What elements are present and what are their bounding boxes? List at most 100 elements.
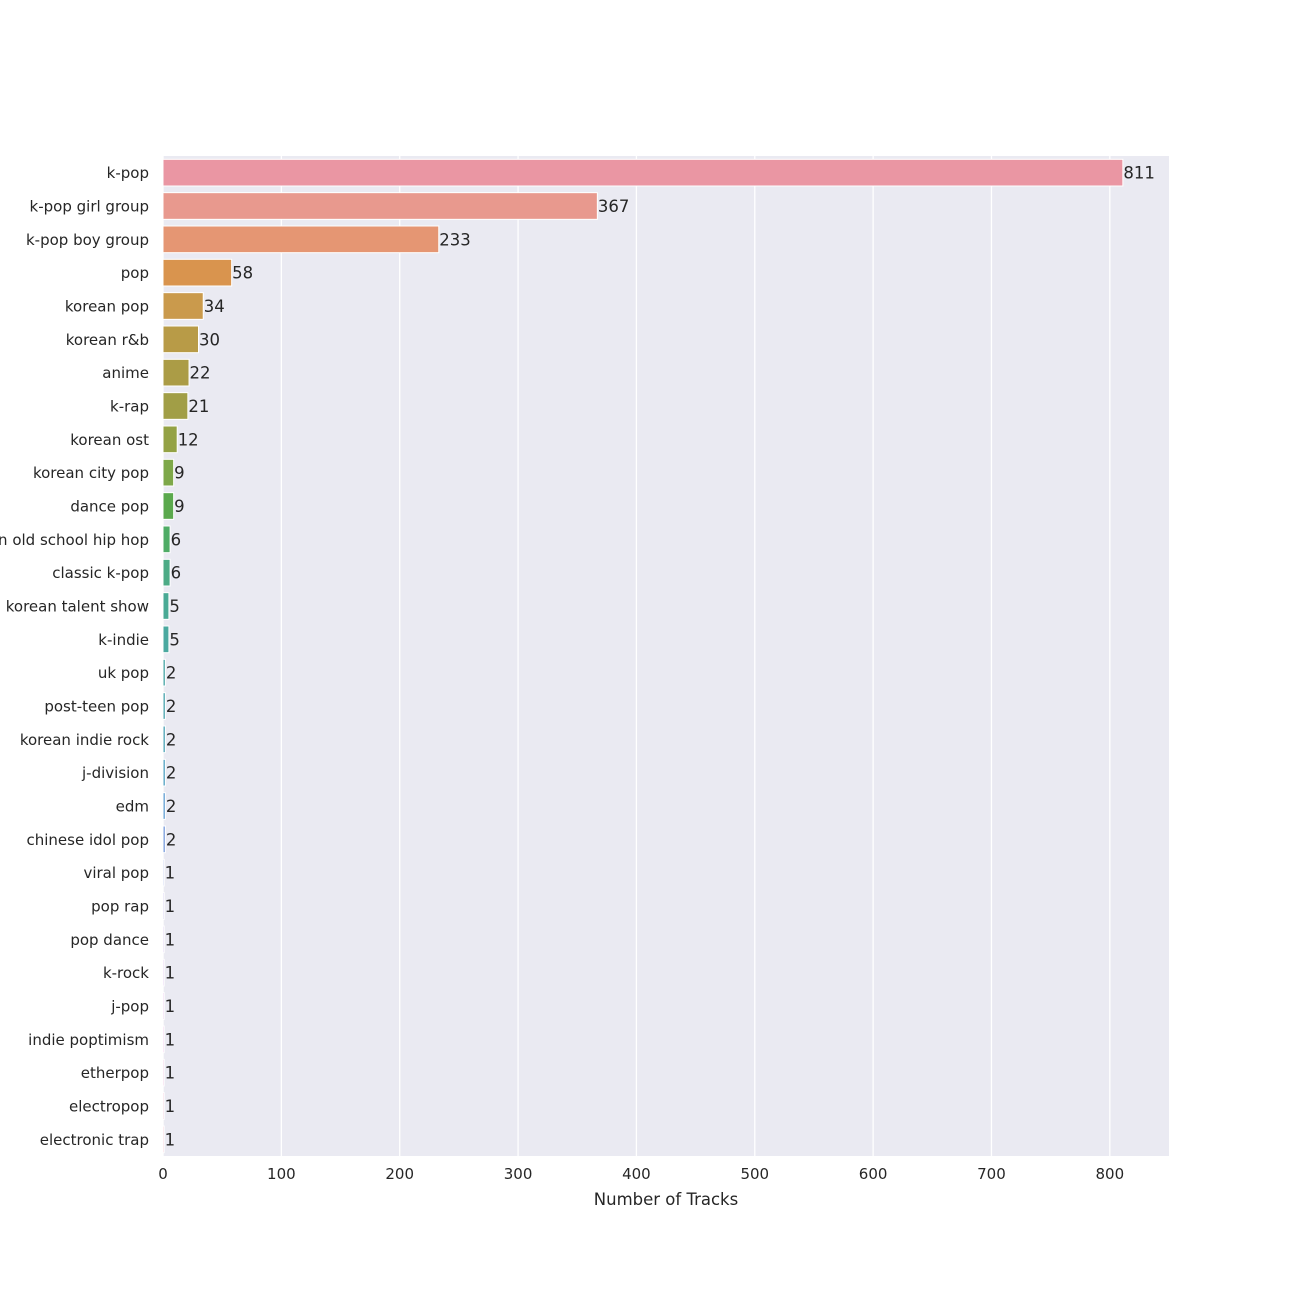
y-tick-label: k-pop	[107, 164, 149, 182]
bar-value-label: 9	[174, 497, 185, 516]
bar	[162, 458, 175, 487]
y-tick-label: k-pop girl group	[30, 198, 149, 216]
bar-value-label: 2	[166, 697, 177, 716]
x-tick-label: 400	[622, 1165, 651, 1183]
bar	[162, 792, 166, 820]
bar	[162, 525, 171, 554]
bar-value-label: 233	[439, 230, 471, 249]
bar	[162, 425, 178, 454]
y-tick-label: j-pop	[110, 998, 149, 1016]
bar	[162, 158, 1124, 187]
bar	[162, 858, 165, 887]
y-tick-label: k-rap	[110, 398, 149, 416]
x-tick-label: 200	[385, 1165, 414, 1183]
bar-value-label: 1	[165, 1064, 176, 1083]
bar-value-label: 1	[165, 964, 176, 983]
x-tick-label: 600	[859, 1165, 888, 1183]
bar-value-label: 58	[232, 264, 253, 283]
y-tick-label: k-pop boy group	[26, 231, 149, 249]
bar-value-label: 1	[165, 1130, 176, 1149]
x-tick-label: 700	[977, 1165, 1006, 1183]
y-tick-label: pop dance	[70, 931, 149, 949]
bar	[162, 725, 166, 754]
x-axis-title: Number of Tracks	[594, 1190, 738, 1209]
bar-value-label: 22	[190, 364, 211, 383]
bar	[162, 1058, 165, 1087]
bar	[162, 892, 165, 920]
bar-value-label: 2	[166, 830, 177, 849]
bar	[162, 592, 170, 620]
bar-value-label: 1	[165, 930, 176, 949]
bar-value-label: 2	[166, 764, 177, 783]
bar-value-label: 1	[165, 997, 176, 1016]
y-tick-label: post-teen pop	[44, 698, 149, 716]
bar	[162, 492, 175, 520]
y-tick-label: pop rap	[91, 898, 149, 916]
y-tick-label: anime	[102, 364, 149, 382]
bar	[162, 1092, 165, 1120]
grid-lines	[162, 156, 1111, 1156]
x-tick-label: 800	[1096, 1165, 1125, 1183]
y-tick-label: uk pop	[98, 664, 149, 682]
y-tick-label: korean old school hip hop	[0, 531, 149, 549]
bar	[162, 825, 166, 854]
y-tick-label: pop	[121, 264, 149, 282]
bar-value-label: 6	[171, 530, 182, 549]
bar-value-label: 367	[598, 197, 630, 216]
bar-value-label: 1	[165, 897, 176, 916]
bars	[162, 158, 1124, 1154]
bar	[162, 658, 166, 687]
bar-value-label: 5	[169, 597, 180, 616]
bar	[162, 325, 200, 354]
x-tick-labels: 0 100 200 300 400 500 600 700 800	[158, 1165, 1124, 1183]
y-tick-label: korean city pop	[33, 464, 149, 482]
y-tick-label: korean talent show	[6, 598, 149, 616]
bar	[162, 225, 440, 254]
y-tick-label: chinese idol pop	[27, 831, 150, 849]
bar-value-label: 811	[1123, 164, 1155, 183]
bar	[162, 1125, 165, 1154]
bar-value-label: 30	[199, 330, 220, 349]
y-tick-labels: k-pop k-pop girl group k-pop boy group pop k…	[0, 164, 149, 1149]
bar-value-label: 5	[169, 630, 180, 649]
bar-value-label: 2	[166, 664, 177, 683]
y-tick-label: indie poptimism	[28, 1031, 149, 1049]
y-tick-label: korean ost	[70, 431, 149, 449]
y-tick-label: etherpop	[81, 1064, 149, 1082]
bar	[162, 625, 170, 654]
bar-labels: 8113672335834302221129966552222221111111…	[165, 164, 1155, 1150]
bar	[162, 758, 166, 787]
bar-value-label: 9	[174, 464, 185, 483]
bar-value-label: 1	[165, 864, 176, 883]
bar-value-label: 12	[178, 430, 199, 449]
bar	[162, 1025, 165, 1054]
y-tick-label: classic k-pop	[52, 564, 149, 582]
bar	[162, 692, 166, 720]
bar-value-label: 6	[171, 564, 182, 583]
bar	[162, 558, 171, 587]
y-tick-label: korean pop	[65, 298, 149, 316]
plot-background	[163, 156, 1169, 1156]
y-tick-label: dance pop	[70, 498, 149, 516]
bar	[162, 292, 204, 320]
bar-value-label: 1	[165, 1097, 176, 1116]
bar-value-label: 2	[166, 797, 177, 816]
x-tick-label: 500	[740, 1165, 769, 1183]
x-tick-label: 300	[504, 1165, 533, 1183]
bar	[162, 358, 190, 387]
bar	[162, 258, 233, 287]
y-tick-label: k-rock	[103, 964, 149, 982]
bar	[162, 192, 598, 220]
bar	[162, 992, 165, 1020]
x-tick-label: 100	[267, 1165, 296, 1183]
bar	[162, 392, 189, 420]
bar	[162, 925, 165, 954]
x-tick-label: 0	[158, 1165, 168, 1183]
y-tick-label: k-indie	[98, 631, 149, 649]
y-tick-label: viral pop	[83, 864, 149, 882]
y-tick-label: electropop	[69, 1098, 149, 1116]
bar-value-label: 21	[188, 397, 209, 416]
y-tick-label: korean indie rock	[20, 731, 149, 749]
